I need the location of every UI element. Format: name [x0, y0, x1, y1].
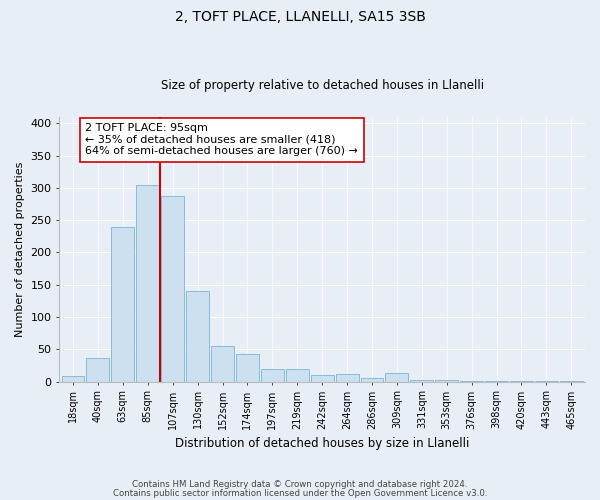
- Bar: [535, 381, 558, 382]
- Bar: [510, 381, 533, 382]
- Bar: [236, 354, 259, 382]
- Bar: [361, 378, 383, 382]
- Bar: [136, 184, 159, 382]
- Bar: [186, 290, 209, 382]
- Bar: [286, 368, 309, 382]
- Bar: [410, 380, 433, 382]
- Text: Contains HM Land Registry data © Crown copyright and database right 2024.: Contains HM Land Registry data © Crown c…: [132, 480, 468, 489]
- Bar: [311, 375, 334, 382]
- Bar: [435, 380, 458, 382]
- Title: Size of property relative to detached houses in Llanelli: Size of property relative to detached ho…: [161, 79, 484, 92]
- Text: Contains public sector information licensed under the Open Government Licence v3: Contains public sector information licen…: [113, 488, 487, 498]
- Y-axis label: Number of detached properties: Number of detached properties: [15, 162, 25, 337]
- Bar: [460, 381, 483, 382]
- Text: 2 TOFT PLACE: 95sqm
← 35% of detached houses are smaller (418)
64% of semi-detac: 2 TOFT PLACE: 95sqm ← 35% of detached ho…: [85, 123, 358, 156]
- Bar: [335, 374, 359, 382]
- Bar: [62, 376, 85, 382]
- Bar: [86, 358, 109, 382]
- Bar: [485, 381, 508, 382]
- Bar: [560, 381, 583, 382]
- Text: 2, TOFT PLACE, LLANELLI, SA15 3SB: 2, TOFT PLACE, LLANELLI, SA15 3SB: [175, 10, 425, 24]
- Bar: [161, 196, 184, 382]
- Bar: [385, 374, 409, 382]
- Bar: [261, 368, 284, 382]
- X-axis label: Distribution of detached houses by size in Llanelli: Distribution of detached houses by size …: [175, 437, 469, 450]
- Bar: [112, 226, 134, 382]
- Bar: [211, 346, 234, 382]
